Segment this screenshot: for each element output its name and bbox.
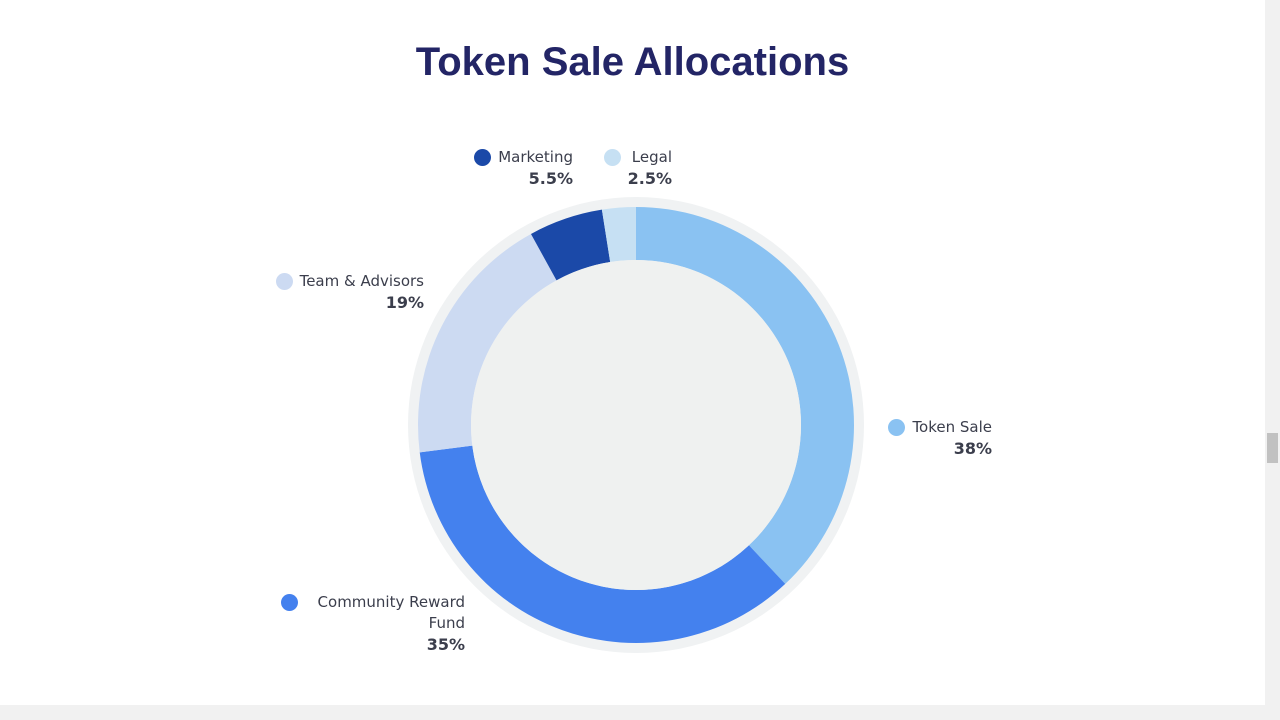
category-name: Community Reward Fund	[317, 593, 465, 632]
legend-label: Community Reward Fund 35%	[281, 592, 465, 655]
donut-hole	[471, 260, 801, 590]
chart-title: Token Sale Allocations	[415, 40, 850, 84]
value-label: 2.5%	[627, 169, 672, 188]
value-label: 5.5%	[528, 169, 573, 188]
label-text: Legal 2.5%	[628, 147, 672, 189]
legend-dot	[281, 594, 298, 611]
label-text: Team & Advisors 19%	[300, 271, 424, 313]
donut-segment	[530, 209, 611, 281]
legend-label: Legal 2.5%	[603, 147, 672, 189]
legend-dot	[888, 419, 906, 436]
value-label: 38%	[953, 439, 992, 458]
legend-label: Token Sale 38%	[888, 417, 992, 459]
donut-segment	[419, 445, 786, 643]
legend-dot	[474, 149, 492, 166]
value-label: 19%	[385, 293, 424, 312]
value-label: 35%	[426, 635, 465, 654]
donut-segment	[418, 233, 557, 453]
category-name: Marketing	[498, 148, 573, 166]
vertical-scrollbar[interactable]	[1265, 0, 1280, 705]
category-name: Legal	[631, 148, 672, 166]
label-text: Community Reward Fund 35%	[305, 592, 465, 655]
donut-segment	[601, 207, 636, 263]
legend-dot	[275, 273, 293, 290]
category-name: Team & Advisors	[299, 272, 424, 290]
scrollbar-thumb[interactable]	[1267, 433, 1278, 463]
legend-dot	[603, 149, 621, 166]
label-text: Token Sale 38%	[912, 417, 992, 459]
chart	[408, 197, 864, 653]
horizontal-scrollbar[interactable]	[0, 705, 1280, 720]
donut-segment	[636, 207, 854, 584]
legend-label: Marketing 5.5%	[474, 147, 573, 189]
legend-label: Team & Advisors 19%	[275, 271, 424, 313]
label-text: Marketing 5.5%	[498, 147, 573, 189]
category-name: Token Sale	[912, 418, 992, 436]
